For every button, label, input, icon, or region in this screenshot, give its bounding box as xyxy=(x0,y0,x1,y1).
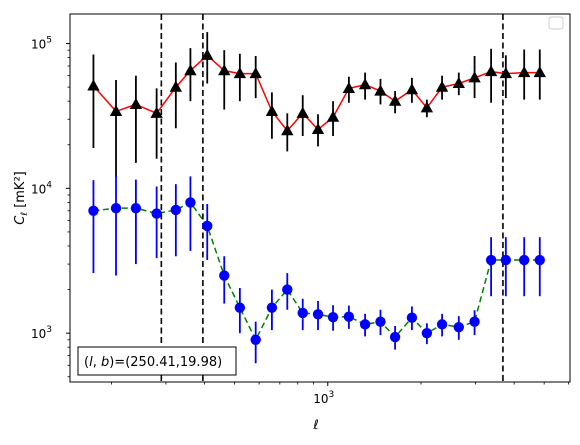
series-1-point xyxy=(436,319,448,330)
series-0-point xyxy=(342,81,356,93)
y-tick-label-base: 10 xyxy=(31,182,46,196)
series-1-point xyxy=(282,284,293,295)
series-0-point xyxy=(109,104,123,116)
series-0-point xyxy=(218,64,231,76)
y-tick-label-base: 10 xyxy=(31,38,46,52)
y-tick-label-exp: 3 xyxy=(46,325,52,335)
annotation-paren-open: ( xyxy=(84,355,89,370)
y-tick-label: 103 xyxy=(31,325,52,341)
annotation-b: b xyxy=(101,355,109,370)
series-1-point xyxy=(266,302,278,313)
series-1-point xyxy=(343,311,355,322)
series-1-point xyxy=(500,254,512,266)
annotation-value: )=(250.41,19.98) xyxy=(109,355,222,370)
series-1-point xyxy=(421,327,433,339)
series-0-point xyxy=(129,97,143,109)
series-0-line xyxy=(92,54,540,132)
series-0-point xyxy=(533,66,546,78)
series-1-point xyxy=(518,254,530,266)
x-axis-label: ℓ xyxy=(312,418,318,433)
y-axis-label-subscript: ℓ xyxy=(20,212,30,217)
series-1-point xyxy=(375,316,386,327)
y-axis-label-symbol: C xyxy=(13,215,28,225)
series-1 xyxy=(88,175,545,364)
series-1-point xyxy=(110,202,122,214)
series-0-point xyxy=(452,76,465,89)
series-1-line xyxy=(93,201,540,342)
series-1-point xyxy=(453,321,464,333)
series-0-point xyxy=(388,94,402,106)
series-0-point xyxy=(169,80,183,92)
x-tick-label-base: 10 xyxy=(313,392,328,406)
y-tick-label-exp: 5 xyxy=(46,36,52,46)
series-0-point xyxy=(499,67,513,79)
series-0-point xyxy=(311,122,325,135)
series-0-point xyxy=(281,124,294,136)
series-1-point xyxy=(185,197,196,208)
series-1-point xyxy=(130,202,142,214)
series-0-point xyxy=(420,101,434,113)
series-0-point xyxy=(435,80,449,92)
series-0-point xyxy=(184,64,197,76)
series-1-point xyxy=(151,208,162,219)
y-tick-label-base: 10 xyxy=(31,327,46,341)
annotation: (l, b)=(250.41,19.98) xyxy=(77,346,237,376)
legend xyxy=(548,16,564,30)
annotation-box xyxy=(77,346,237,376)
y-tick-label: 105 xyxy=(31,36,52,52)
series-0-point xyxy=(405,83,419,95)
annotation-l: l xyxy=(89,355,93,370)
series-1-point xyxy=(389,331,401,343)
series-0 xyxy=(87,32,546,177)
plot-frame xyxy=(69,13,571,383)
series-0-point xyxy=(265,104,279,116)
series-1-point xyxy=(534,254,545,266)
series-0-point xyxy=(518,66,531,78)
series-0-point xyxy=(468,71,481,83)
series-0-point xyxy=(87,79,100,91)
plot-area xyxy=(87,14,546,382)
annotation-comma: , xyxy=(93,355,101,370)
series-0-point xyxy=(374,84,387,96)
y-tick-label: 104 xyxy=(31,180,52,196)
series-0-point xyxy=(358,78,372,90)
series-1-point xyxy=(202,220,213,232)
y-axis-label: Cℓ [mK²] xyxy=(13,171,30,224)
series-1-point xyxy=(219,270,230,281)
series-0-point xyxy=(326,110,340,122)
y-tick-label-exp: 4 xyxy=(46,180,52,190)
series-0-point xyxy=(484,65,498,77)
series-0-point xyxy=(201,48,214,60)
x-tick-label: 103 xyxy=(313,390,334,406)
x-tick-label-exp: 3 xyxy=(329,390,335,400)
series-1-point xyxy=(406,312,418,323)
series-0-point xyxy=(150,106,163,118)
legend-box xyxy=(548,16,564,30)
series-1-point xyxy=(250,334,261,345)
series-1-point xyxy=(234,302,246,313)
annotation-text: (l, b)=(250.41,19.98) xyxy=(84,355,222,370)
series-1-point xyxy=(469,316,480,327)
series-1-point xyxy=(359,319,371,330)
series-1-point xyxy=(297,307,308,319)
series-1-point xyxy=(312,309,324,320)
series-1-point xyxy=(88,205,99,216)
y-axis-label-unit: [mK²] xyxy=(13,171,28,212)
series-0-point xyxy=(296,106,309,118)
series-0-point xyxy=(233,67,247,79)
series-0-point xyxy=(249,67,262,79)
series-1-point xyxy=(170,204,182,216)
series-1-point xyxy=(485,254,497,266)
series-1-point xyxy=(327,311,339,323)
